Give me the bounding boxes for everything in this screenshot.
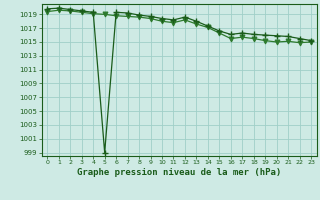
- X-axis label: Graphe pression niveau de la mer (hPa): Graphe pression niveau de la mer (hPa): [77, 168, 281, 177]
